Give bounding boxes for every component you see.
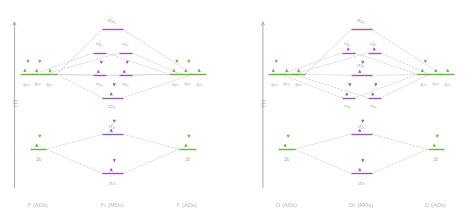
Text: E: E — [261, 100, 265, 109]
Text: 2p$_y$: 2p$_y$ — [282, 80, 292, 89]
Text: O (AOs): O (AOs) — [276, 203, 297, 208]
Text: 2p$_y$: 2p$_y$ — [182, 80, 192, 89]
Text: 2s: 2s — [283, 157, 290, 162]
Text: $\sigma^*_{2s}$: $\sigma^*_{2s}$ — [108, 121, 117, 132]
Text: $\pi^*_{2p_x}$: $\pi^*_{2p_x}$ — [343, 39, 353, 51]
Text: $\sigma^*_{2p_z}$: $\sigma^*_{2p_z}$ — [108, 16, 118, 28]
Text: 2p$_x$: 2p$_x$ — [171, 81, 180, 89]
Text: $\sigma_{2p_z}$: $\sigma_{2p_z}$ — [356, 63, 366, 72]
Text: $\pi_{2p_x}$: $\pi_{2p_x}$ — [95, 81, 105, 90]
Text: 2p$_x$: 2p$_x$ — [22, 81, 31, 89]
Text: $\sigma_{2s}$: $\sigma_{2s}$ — [108, 180, 117, 188]
Text: 2p$_z$: 2p$_z$ — [46, 81, 55, 89]
Text: $\sigma_{2p_z}$: $\sigma_{2p_z}$ — [108, 103, 118, 113]
Text: $\pi_{2p_y}$: $\pi_{2p_y}$ — [121, 81, 131, 90]
Text: F₂ (MOs): F₂ (MOs) — [101, 203, 124, 208]
Text: $\pi_{2p_x}$: $\pi_{2p_x}$ — [343, 104, 353, 112]
Text: $\pi_{2p_y}$: $\pi_{2p_y}$ — [369, 104, 379, 112]
Text: O (AOs): O (AOs) — [425, 203, 447, 208]
Text: 2p$_z$: 2p$_z$ — [194, 81, 204, 89]
Text: 2p$_x$: 2p$_x$ — [270, 81, 280, 89]
Text: F (AOs): F (AOs) — [28, 203, 48, 208]
Text: 2p$_z$: 2p$_z$ — [294, 81, 303, 89]
Text: $\sigma^*_{2s}$: $\sigma^*_{2s}$ — [357, 121, 366, 132]
Text: F (AOs): F (AOs) — [177, 203, 197, 208]
Text: 2p$_y$: 2p$_y$ — [34, 80, 43, 89]
Text: 2p$_x$: 2p$_x$ — [419, 81, 428, 89]
Text: 2s: 2s — [35, 157, 41, 162]
Text: O₂ (MOs): O₂ (MOs) — [349, 203, 374, 208]
Text: $\pi^*_{2p_x}$: $\pi^*_{2p_x}$ — [95, 39, 105, 51]
Text: 2p$_z$: 2p$_z$ — [443, 81, 452, 89]
Text: E: E — [12, 100, 17, 109]
Text: $\pi^*_{2p_y}$: $\pi^*_{2p_y}$ — [121, 40, 131, 51]
Text: 2s: 2s — [184, 157, 191, 162]
Text: $\pi^*_{2p_y}$: $\pi^*_{2p_y}$ — [369, 40, 379, 51]
Text: 2p$_y$: 2p$_y$ — [431, 80, 440, 89]
Text: 2s: 2s — [433, 157, 439, 162]
Text: $\sigma_{2s}$: $\sigma_{2s}$ — [357, 180, 366, 188]
Text: $\sigma^*_{2p_z}$: $\sigma^*_{2p_z}$ — [356, 16, 366, 28]
